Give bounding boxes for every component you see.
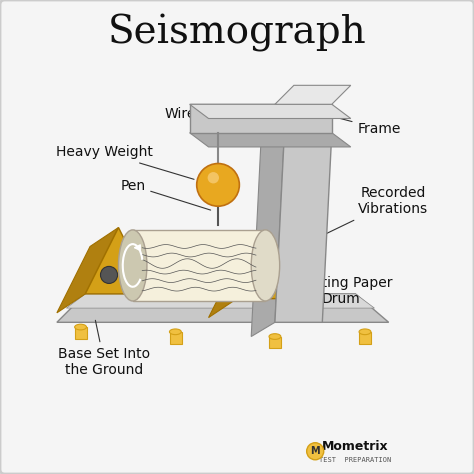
Polygon shape <box>190 133 351 147</box>
Circle shape <box>307 443 324 460</box>
Polygon shape <box>190 104 351 118</box>
Text: Rotating Paper
Drum: Rotating Paper Drum <box>215 276 392 306</box>
Polygon shape <box>57 228 118 313</box>
Text: Mometrix: Mometrix <box>322 440 389 453</box>
Ellipse shape <box>251 230 280 301</box>
Polygon shape <box>275 133 332 322</box>
Text: Frame: Frame <box>325 114 401 136</box>
Polygon shape <box>209 232 270 318</box>
Text: M: M <box>310 446 320 456</box>
Text: TEST  PREPARATION: TEST PREPARATION <box>319 457 392 463</box>
Polygon shape <box>237 232 303 299</box>
Circle shape <box>100 266 118 283</box>
Ellipse shape <box>118 230 147 301</box>
Circle shape <box>208 172 219 183</box>
Polygon shape <box>275 85 351 104</box>
Text: Wire: Wire <box>164 108 220 141</box>
Bar <box>133 230 265 301</box>
Text: Recorded
Vibrations: Recorded Vibrations <box>273 186 428 259</box>
Circle shape <box>197 164 239 206</box>
Text: Pen: Pen <box>120 179 210 210</box>
Ellipse shape <box>75 324 86 330</box>
Text: Base Set Into
the Ground: Base Set Into the Ground <box>58 320 150 377</box>
Ellipse shape <box>359 329 371 335</box>
Bar <box>359 332 371 344</box>
Bar <box>269 337 281 348</box>
Bar <box>75 327 87 339</box>
Ellipse shape <box>169 329 181 335</box>
Text: Seismograph: Seismograph <box>108 14 366 52</box>
Polygon shape <box>66 294 374 308</box>
Polygon shape <box>251 133 284 337</box>
Polygon shape <box>190 104 332 133</box>
Text: Heavy Weight: Heavy Weight <box>56 146 194 179</box>
Bar <box>170 332 182 344</box>
Polygon shape <box>85 228 152 294</box>
Ellipse shape <box>269 334 281 339</box>
Polygon shape <box>57 294 389 322</box>
